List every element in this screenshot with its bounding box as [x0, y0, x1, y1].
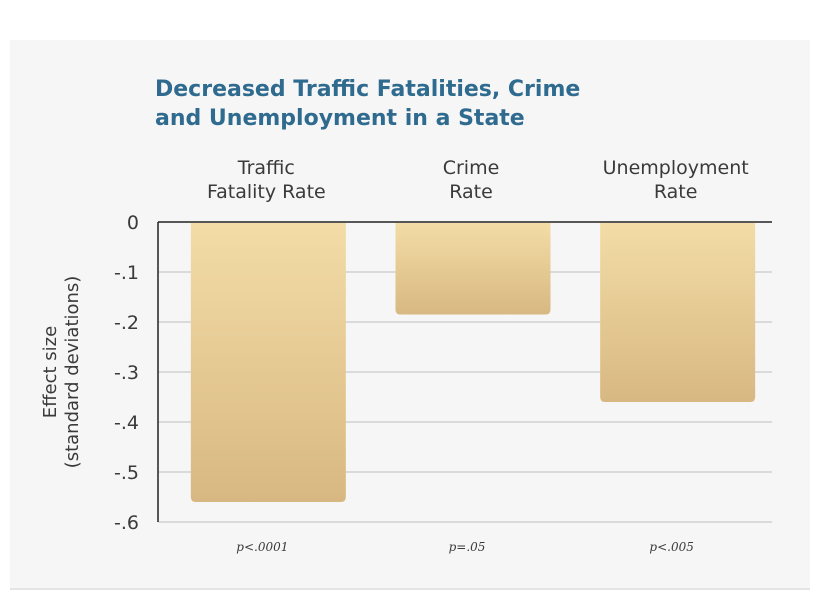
y-axis-label-line-1: Effect size — [40, 326, 61, 418]
p-value-label: p=.05 — [449, 540, 486, 554]
y-tick-labels: 0 -.1 -.2 -.3 -.4 -.5 -.6 — [114, 212, 139, 534]
y-tick-label: -.5 — [114, 462, 139, 484]
p-value-label: p<.005 — [649, 540, 693, 554]
category-label: Fatality Rate — [207, 181, 326, 203]
chart-title-line-1: Decreased Traffic Fatalities, Crime — [155, 77, 580, 102]
y-tick-label: 0 — [127, 212, 139, 234]
category-label: Rate — [449, 181, 493, 203]
category-label: Traffic — [237, 157, 295, 179]
bar — [190, 223, 346, 502]
y-axis-label-line-2: (standard deviations) — [62, 276, 83, 469]
category-label: Rate — [654, 181, 698, 203]
card-bottom-border — [10, 588, 810, 590]
bars — [190, 223, 756, 502]
y-tick-label: -.4 — [114, 412, 139, 434]
category-label: Crime — [443, 157, 500, 179]
chart-title-line-2: and Unemployment in a State — [155, 106, 525, 131]
y-tick-label: -.2 — [114, 312, 139, 334]
category-label: Unemployment — [603, 157, 749, 179]
y-tick-label: -.6 — [114, 512, 139, 534]
p-value-labels: p<.0001 p=.05 p<.005 — [236, 540, 694, 554]
y-tick-label: -.1 — [114, 262, 139, 284]
y-tick-label: -.3 — [114, 362, 139, 384]
bar — [600, 223, 756, 402]
bar — [395, 223, 551, 315]
p-value-label: p<.0001 — [236, 540, 288, 554]
y-axis-label: Effect size (standard deviations) — [40, 276, 83, 469]
